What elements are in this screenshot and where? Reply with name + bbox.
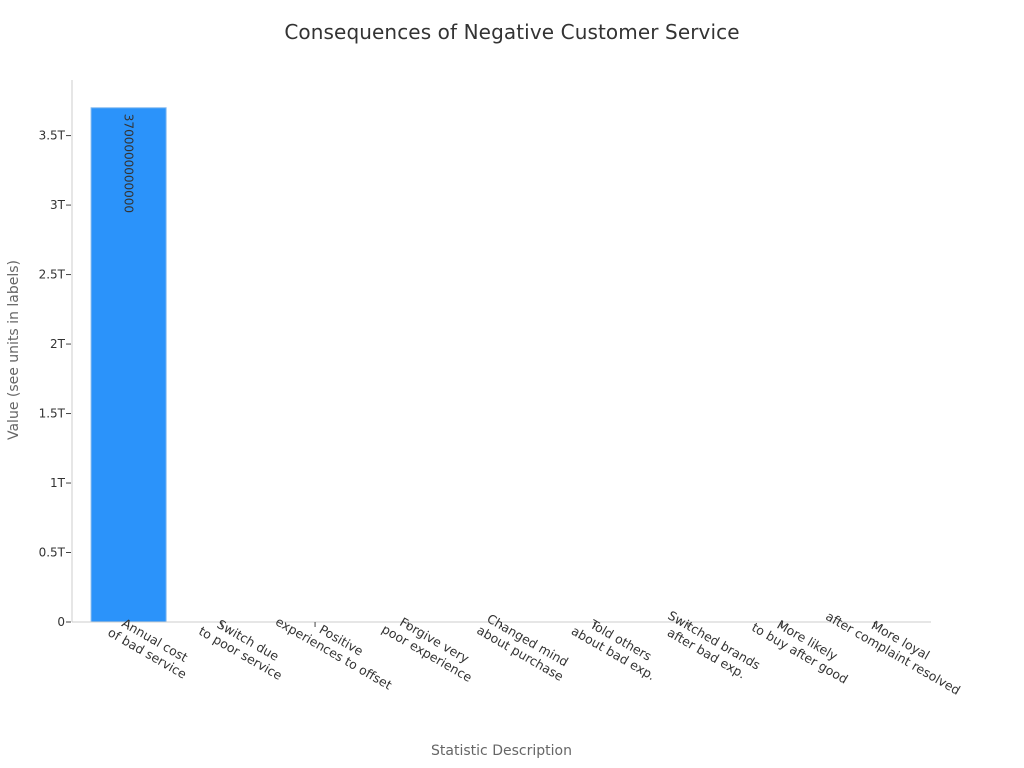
y-tick-label: 1T (50, 476, 66, 490)
x-tick-label: Forgive verypoor experience (379, 608, 482, 685)
x-axis-ticks: Annual costof bad service Switch dueto po… (105, 601, 963, 698)
chart-title: Consequences of Negative Customer Servic… (284, 20, 740, 44)
bars-layer (90, 107, 167, 623)
y-axis-title: Value (see units in labels) (6, 260, 22, 440)
x-axis-title: Statistic Description (431, 743, 572, 759)
x-tick-label: Positiveexperiences to offset (273, 601, 402, 693)
x-tick-label-line: experiences to offset (273, 614, 395, 693)
x-tick-label: Told othersabout bad exp. (569, 610, 666, 683)
y-tick-label: 3.5T (39, 129, 66, 143)
y-tick-label: 3T (50, 198, 66, 212)
bar (90, 107, 167, 623)
x-tick-label: Switched brandsafter bad exp. (658, 608, 763, 686)
y-tick-label: 0 (57, 615, 65, 629)
y-tick-label: 2.5T (39, 268, 66, 282)
data-labels-layer: 3700000000000 (122, 114, 136, 213)
data-label: 3700000000000 (122, 114, 136, 213)
x-tick-label: Changed mindabout purchase (474, 609, 574, 684)
y-axis-ticks: 0 0.5T 1T 1.5T 2T 2.5T 3T 3.5T (39, 129, 71, 629)
y-tick-label: 0.5T (39, 546, 66, 560)
y-tick-label: 2T (50, 337, 66, 351)
y-tick-label: 1.5T (39, 407, 66, 421)
